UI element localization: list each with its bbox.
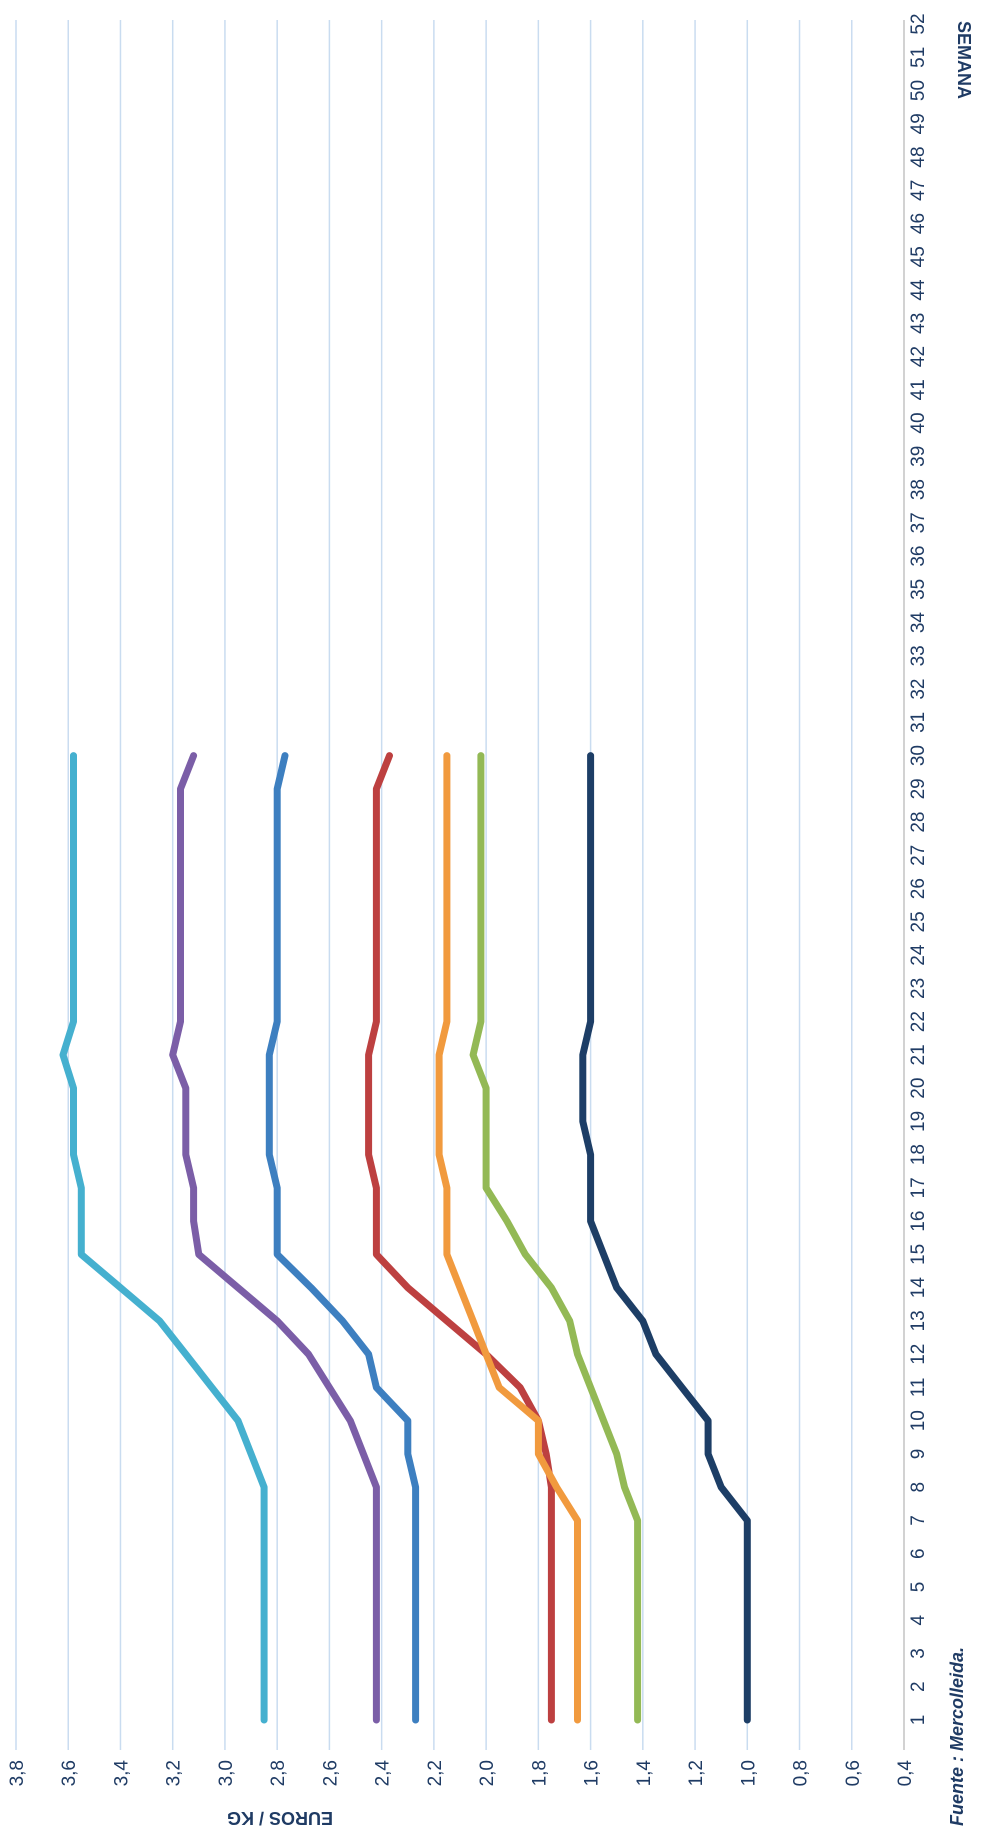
x-tick-label: 27 [908,845,929,866]
x-tick-label: 28 [908,812,929,833]
x-tick-label: 19 [908,1111,929,1132]
y-tick-label: 1,0 [738,1760,759,1786]
x-tick-label: 47 [908,180,929,201]
x-tick-labels: 1234567891011121314151617181920212223242… [908,13,929,1725]
y-tick-label: 1,4 [634,1760,655,1787]
x-tick-label: 14 [908,1277,929,1299]
x-tick-label: 41 [908,379,929,400]
y-tick-label: 0,4 [895,1760,916,1787]
y-tick-label: 3,0 [216,1760,237,1786]
y-tick-label: 1,6 [582,1760,603,1786]
y-tick-label: 2,6 [320,1760,341,1786]
x-tick-label: 33 [908,645,929,666]
x-tick-label: 46 [908,213,929,234]
y-tick-label: 1,2 [686,1760,707,1786]
x-tick-label: 15 [908,1244,929,1265]
y-tick-label: 3,8 [7,1760,28,1786]
x-tick-label: 7 [908,1515,929,1526]
x-axis-title: SEMANA [954,21,974,99]
x-tick-label: 40 [908,412,929,433]
y-tick-label: 2,0 [477,1760,498,1786]
x-tick-label: 48 [908,146,929,167]
series-line-7 [579,752,751,1724]
y-axis-title: EUROS / KG [227,1808,333,1828]
series-line-3 [265,752,420,1724]
x-tick-label: 24 [908,944,929,966]
series-line-4 [365,752,555,1724]
x-tick-label: 18 [908,1144,929,1165]
x-tick-label: 3 [908,1648,929,1659]
x-tick-label: 52 [908,13,929,34]
series-lines [59,752,751,1724]
y-tick-label: 2,4 [373,1760,394,1787]
x-tick-label: 8 [908,1482,929,1493]
x-tick-label: 13 [908,1310,929,1331]
y-tick-label: 3,6 [59,1760,80,1786]
x-tick-label: 51 [908,47,929,68]
x-tick-label: 50 [908,80,929,101]
y-tick-label: 2,8 [268,1760,289,1786]
x-tick-label: 35 [908,579,929,600]
x-tick-label: 5 [908,1582,929,1593]
x-tick-label: 10 [908,1410,929,1431]
series-line-6 [469,752,642,1724]
series-line-5 [435,752,581,1724]
x-tick-label: 26 [908,878,929,899]
x-tick-label: 11 [908,1378,929,1398]
series-line-2 [169,752,380,1724]
x-tick-label: 23 [908,978,929,999]
x-tick-label: 20 [908,1078,929,1099]
y-tick-label: 3,4 [111,1760,132,1787]
x-tick-label: 44 [908,279,929,301]
y-tick-label: 1,8 [529,1760,550,1786]
y-tick-label: 2,2 [425,1760,446,1786]
y-tick-labels: 0,4 0,6 0,8 1,0 1,2 1,4 1,6 1,8 2,0 2,2 2,4 2,6 2,8 3… [7,1760,916,1787]
x-tick-label: 2 [908,1681,929,1692]
x-tick-label: 9 [908,1449,929,1460]
x-tick-label: 6 [908,1548,929,1559]
x-tick-label: 32 [908,679,929,700]
x-tick-label: 1 [908,1715,929,1726]
x-tick-label: 16 [908,1211,929,1232]
x-tick-label: 49 [908,113,929,134]
source-note: Fuente : Mercolleida. [947,1647,967,1826]
x-tick-label: 43 [908,313,929,334]
x-tick-label: 30 [908,745,929,766]
series-line-1 [59,752,268,1724]
x-tick-label: 12 [908,1344,929,1365]
x-tick-label: 25 [908,911,929,932]
x-tick-label: 36 [908,546,929,567]
x-tick-label: 39 [908,446,929,467]
x-tick-label: 31 [908,712,929,733]
y-tick-label: 0,6 [843,1760,864,1786]
x-tick-label: 34 [908,612,929,634]
gridlines [15,20,905,1750]
x-tick-label: 37 [908,512,929,533]
x-tick-label: 17 [908,1177,929,1198]
x-tick-label: 29 [908,778,929,799]
x-tick-label: 21 [908,1044,929,1065]
x-tick-label: 45 [908,246,929,267]
x-tick-label: 22 [908,1011,929,1032]
x-tick-label: 38 [908,479,929,500]
y-tick-label: 0,8 [791,1760,812,1786]
x-tick-label: 4 [908,1615,929,1626]
x-tick-label: 42 [908,346,929,367]
y-tick-label: 3,2 [164,1760,185,1786]
